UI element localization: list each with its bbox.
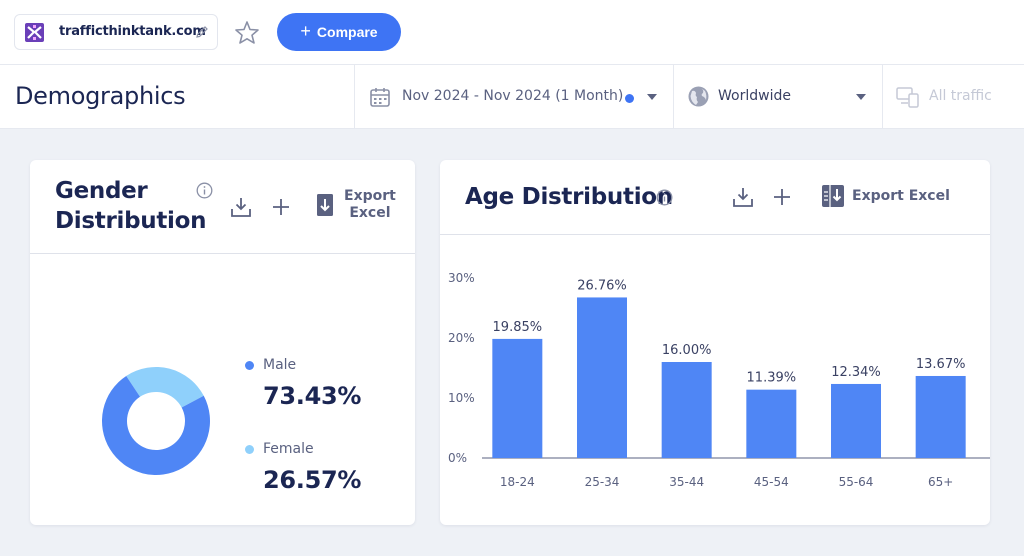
bar-value-label: 19.85%: [493, 320, 543, 335]
chevron-down-icon: [856, 94, 866, 100]
x-tick-label: 25-34: [585, 475, 620, 489]
x-tick-label: 35-44: [669, 475, 704, 489]
export-excel-button[interactable]: Export Excel: [852, 188, 950, 204]
bar-value-label: 11.39%: [747, 371, 797, 386]
age-bar: [831, 383, 881, 458]
divider: [882, 65, 883, 129]
x-tick-label: 55-64: [839, 475, 874, 489]
female-percentage: 26.57%: [263, 466, 362, 494]
male-donut-slice: [102, 375, 210, 475]
site-selector[interactable]: trafficthinktank.com: [14, 14, 218, 50]
age-bar-chart: 0% 10% 20% 30% 19.85% 18-24 26.76% 25-34 16.00% 3…: [448, 271, 990, 489]
y-tick-label: 0%: [448, 451, 467, 465]
excel-export-icon[interactable]: [821, 184, 845, 208]
x-tick-label: 18-24: [500, 475, 535, 489]
plus-icon: +: [300, 21, 311, 41]
age-bar: [577, 297, 627, 458]
download-icon[interactable]: [732, 186, 754, 208]
add-icon[interactable]: [771, 186, 793, 208]
info-icon[interactable]: [656, 189, 673, 206]
add-icon[interactable]: [270, 196, 292, 218]
globe-icon: [688, 86, 709, 107]
y-tick-label: 10%: [448, 391, 475, 405]
download-icon[interactable]: [230, 196, 252, 218]
page-title: Demographics: [15, 82, 186, 110]
favorite-star-icon[interactable]: [234, 20, 260, 46]
date-range-indicator: [625, 94, 634, 103]
export-label-line: Excel: [349, 205, 391, 221]
y-tick-label: 30%: [448, 271, 475, 285]
card-header: Age Distribution Export Excel: [440, 160, 990, 235]
card-title: Gender Distribution: [55, 176, 206, 236]
bar-value-label: 16.00%: [662, 343, 712, 358]
card-title: Age Distribution: [465, 184, 673, 210]
age-bar: [661, 362, 712, 458]
x-tick-label: 45-54: [754, 475, 789, 489]
female-legend-label: Female: [263, 441, 314, 457]
chevron-down-icon: [647, 94, 657, 100]
devices-icon: [896, 87, 919, 108]
card-title-line: Distribution: [55, 208, 207, 234]
date-range-label: Nov 2024 - Nov 2024 (1 Month): [402, 88, 624, 104]
bar-value-label: 13.67%: [916, 357, 966, 372]
age-distribution-card: Age Distribution Export Excel 0% 10% 20% 30…: [440, 160, 990, 525]
divider: [354, 65, 355, 129]
export-label-line: Export: [344, 188, 396, 204]
compare-button[interactable]: + Compare: [277, 13, 401, 51]
export-excel-button[interactable]: Export Excel: [344, 188, 396, 222]
bar-value-label: 26.76%: [577, 278, 627, 293]
country-label: Worldwide: [718, 88, 791, 104]
traffic-type-filter[interactable]: All traffic: [883, 65, 1024, 129]
bar-value-label: 12.34%: [831, 365, 881, 380]
female-donut-slice: [126, 367, 204, 408]
age-bar: [746, 389, 797, 458]
calendar-icon: [370, 88, 390, 107]
male-legend-dot: [245, 361, 254, 370]
country-filter[interactable]: Worldwide: [674, 65, 882, 129]
age-bar: [915, 375, 966, 458]
date-range-filter[interactable]: Nov 2024 - Nov 2024 (1 Month): [355, 65, 673, 129]
filter-bar: Demographics Nov 2024 - Nov 2024 (1 Mont…: [0, 64, 1024, 129]
gender-distribution-card: Gender Distribution Export Excel Male 73…: [30, 160, 415, 525]
info-icon[interactable]: [196, 182, 213, 199]
x-tick-label: 65+: [928, 475, 953, 489]
gender-donut-chart: [102, 367, 210, 475]
female-legend-dot: [245, 445, 254, 454]
compare-button-label: Compare: [316, 24, 378, 40]
traffic-type-label: All traffic: [929, 88, 992, 104]
male-percentage: 73.43%: [263, 382, 362, 410]
site-domain: trafficthinktank.com: [59, 24, 206, 39]
age-bar: [492, 338, 543, 458]
top-bar: trafficthinktank.com + Compare: [0, 0, 1024, 64]
edit-pencil-icon[interactable]: [194, 24, 210, 40]
divider: [673, 65, 674, 129]
male-legend-label: Male: [263, 357, 297, 373]
card-title-line: Gender: [55, 178, 148, 204]
excel-export-icon[interactable]: [315, 193, 335, 217]
y-tick-label: 20%: [448, 331, 475, 345]
card-header: Gender Distribution Export Excel: [30, 160, 415, 254]
site-favicon-icon: [25, 23, 44, 42]
